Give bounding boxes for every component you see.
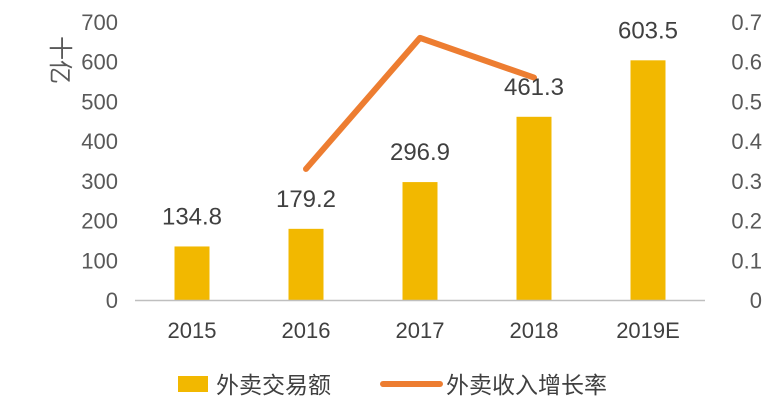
left-tick-label: 300 [81,169,118,194]
right-tick-label: 0.5 [731,89,762,114]
right-tick-label: 0.3 [731,169,762,194]
bar-value-label: 179.2 [276,186,336,213]
left-y-axis-ticks: 0 100 200 300 400 500 600 700 [81,10,118,313]
left-tick-label: 200 [81,209,118,234]
right-y-axis-ticks: 0 0.1 0.2 0.3 0.4 0.5 0.6 0.7 [731,10,762,313]
left-tick-label: 700 [81,10,118,35]
bar-value-label: 461.3 [504,74,564,101]
right-tick-label: 0.4 [731,129,762,154]
legend-label-line: 外卖收入增长率 [446,372,607,398]
growth-line [303,34,537,172]
bar-value-label: 603.5 [618,17,678,44]
bar-series [174,60,666,301]
bar-value-label: 134.8 [162,203,222,230]
legend-swatch-bar [178,376,208,392]
bar [630,60,666,301]
left-tick-label: 500 [81,89,118,114]
x-tick-label: 2017 [396,318,445,343]
bar [516,116,552,300]
x-tick-label: 2019E [616,318,680,343]
y-axis-label: 十亿 [46,36,73,84]
right-tick-label: 0.1 [731,248,762,273]
left-tick-label: 600 [81,50,118,75]
left-tick-label: 400 [81,129,118,154]
legend-label-bar: 外卖交易额 [216,372,331,398]
right-tick-label: 0.6 [731,50,762,75]
line-series [303,34,537,172]
bar [402,182,438,300]
bar-value-label: 296.9 [390,139,450,166]
left-tick-label: 100 [81,248,118,273]
legend: 外卖交易额 外卖收入增长率 [178,372,607,398]
x-tick-label: 2015 [168,318,217,343]
right-tick-label: 0.7 [731,10,762,35]
right-tick-label: 0.2 [731,209,762,234]
x-tick-label: 2016 [282,318,331,343]
right-tick-label: 0 [750,288,762,313]
bar [288,228,324,300]
x-tick-label: 2018 [510,318,559,343]
data-labels: 134.8 179.2 296.9 461.3 603.5 [162,17,678,230]
left-tick-label: 0 [106,288,118,313]
x-axis-categories: 2015 2016 2017 2018 2019E [168,318,680,343]
bar [174,246,210,300]
